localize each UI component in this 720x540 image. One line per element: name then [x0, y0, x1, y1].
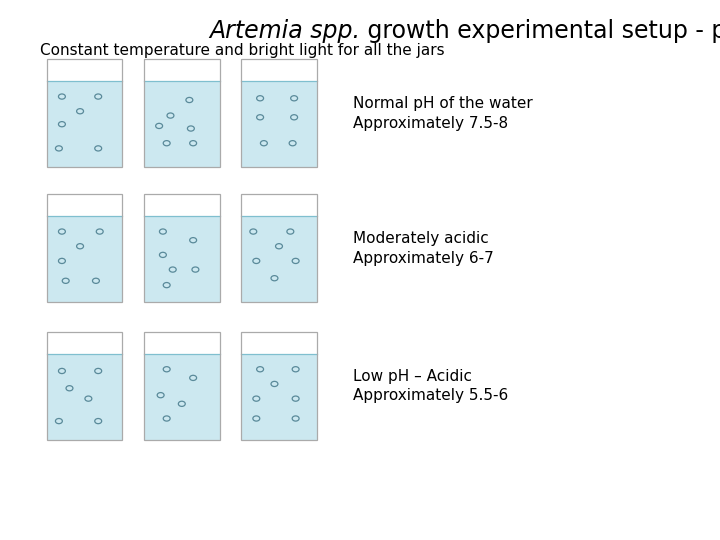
Bar	[47, 194, 122, 216]
Bar	[241, 194, 317, 216]
Bar	[47, 59, 122, 167]
Bar	[144, 59, 220, 81]
Bar	[47, 81, 122, 167]
Bar	[144, 194, 220, 216]
Bar	[144, 194, 220, 302]
Text: Approximately 6-7: Approximately 6-7	[353, 251, 493, 266]
Text: Normal pH of the water: Normal pH of the water	[353, 96, 533, 111]
Bar	[241, 332, 317, 440]
Bar	[241, 332, 317, 354]
Bar	[47, 59, 122, 81]
Text: Approximately 5.5-6: Approximately 5.5-6	[353, 388, 508, 403]
Bar	[144, 354, 220, 440]
Bar	[144, 332, 220, 440]
Text: growth experimental setup - pH: growth experimental setup - pH	[360, 19, 720, 43]
Bar	[144, 216, 220, 302]
Bar	[47, 194, 122, 302]
Bar	[241, 194, 317, 302]
Bar	[144, 332, 220, 354]
Bar	[241, 59, 317, 167]
Bar	[241, 354, 317, 440]
Bar	[241, 59, 317, 81]
Bar	[241, 216, 317, 302]
Bar	[144, 59, 220, 167]
Bar	[47, 332, 122, 354]
Text: Artemia spp.: Artemia spp.	[209, 19, 360, 43]
Bar	[241, 81, 317, 167]
Bar	[47, 332, 122, 440]
Text: Moderately acidic: Moderately acidic	[353, 231, 489, 246]
Text: Low pH – Acidic: Low pH – Acidic	[353, 369, 472, 384]
Bar	[47, 354, 122, 440]
Text: Approximately 7.5-8: Approximately 7.5-8	[353, 116, 508, 131]
Text: Constant temperature and bright light for all the jars: Constant temperature and bright light fo…	[40, 43, 444, 58]
Bar	[144, 81, 220, 167]
Bar	[47, 216, 122, 302]
